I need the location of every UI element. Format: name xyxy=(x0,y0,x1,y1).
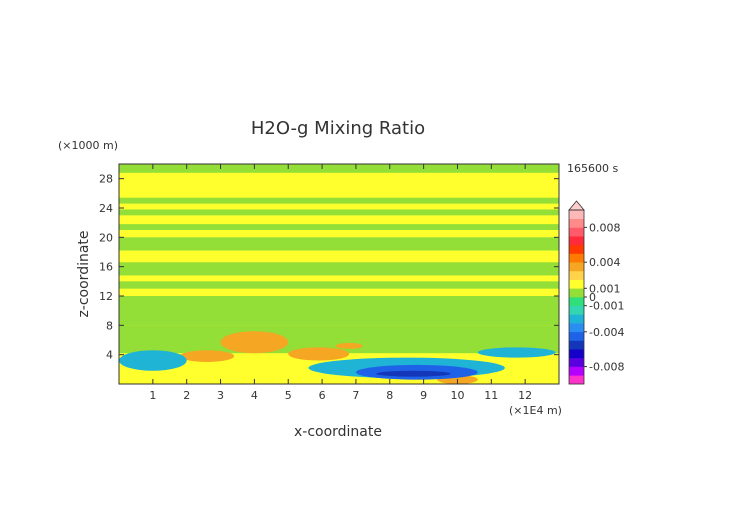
y-axis-label: z-coordinate xyxy=(76,230,92,317)
colorbar-swatch xyxy=(569,288,584,298)
x-tick-label: 3 xyxy=(217,389,224,402)
chart-title: H2O-g Mixing Ratio xyxy=(251,118,425,139)
colorbar-label: -0.004 xyxy=(589,326,624,339)
colorbar-swatch xyxy=(569,375,584,385)
y-tick-label: 8 xyxy=(106,319,113,332)
contour-band xyxy=(119,164,559,173)
colorbar-swatch xyxy=(569,349,584,359)
y-tick-label: 4 xyxy=(106,349,113,362)
y-tick-label: 12 xyxy=(99,290,113,303)
y-tick-label: 20 xyxy=(99,231,113,244)
x-tick-label: 11 xyxy=(484,389,498,402)
contour-region xyxy=(179,350,235,362)
x-axis-label: x-coordinate xyxy=(294,424,382,440)
contour-region xyxy=(220,331,289,354)
colorbar-swatch xyxy=(569,314,584,324)
contour-band xyxy=(119,197,559,204)
colorbar-label: 0 xyxy=(589,291,596,304)
y-tick-label: 28 xyxy=(99,173,113,186)
colorbar-swatch xyxy=(569,305,584,315)
x-tick-label: 10 xyxy=(450,389,464,402)
contour-band xyxy=(119,281,559,289)
contour-region xyxy=(288,347,350,361)
colorbar-swatch xyxy=(569,262,584,272)
colorbar-swatch xyxy=(569,331,584,341)
y-tick-label: 24 xyxy=(99,202,113,215)
colorbar-swatch xyxy=(569,218,584,228)
plot-border xyxy=(118,163,560,385)
contour-band xyxy=(119,209,559,216)
colorbar-swatch xyxy=(569,236,584,246)
colorbar-swatch xyxy=(569,297,584,306)
x-tick-label: 2 xyxy=(183,389,190,402)
contour-band xyxy=(119,224,559,230)
colorbar-swatch xyxy=(569,279,584,289)
contour-band xyxy=(119,325,559,354)
x-tick-label: 7 xyxy=(352,389,359,402)
y-unit-label: (×1000 m) xyxy=(58,139,118,152)
y-axis-ticks: 4 8 12 16 20 24 28 xyxy=(99,173,559,362)
x-tick-label: 8 xyxy=(386,389,393,402)
colorbar-swatch xyxy=(569,210,584,219)
colorbar-swatch xyxy=(569,323,584,333)
colorbar-swatch xyxy=(569,357,584,367)
contour-band xyxy=(119,296,559,326)
contour-region xyxy=(376,370,451,377)
colorbar-label: 0.008 xyxy=(589,221,621,234)
contour-band xyxy=(119,237,559,251)
x-axis-ticks: 1 2 3 4 5 6 7 8 9 10 11 12 xyxy=(149,164,532,402)
colorbar-label: 0.001 xyxy=(589,282,621,295)
colorbar-swatch xyxy=(569,366,584,376)
plot-frame xyxy=(118,163,560,385)
colorbar-swatch xyxy=(569,340,584,350)
contour-region xyxy=(119,350,187,371)
contour-field xyxy=(119,164,559,384)
colorbar-label: 0.004 xyxy=(589,256,621,269)
contour-band xyxy=(119,262,559,276)
colorbar-label: -0.008 xyxy=(589,361,624,374)
x-tick-label: 6 xyxy=(319,389,326,402)
colorbar-over-arrow xyxy=(568,200,585,211)
x-tick-label: 4 xyxy=(251,389,258,402)
contour-region xyxy=(335,342,363,349)
x-tick-label: 12 xyxy=(518,389,532,402)
contour-region xyxy=(477,347,556,358)
colorbar-swatch xyxy=(569,253,584,263)
x-tick-label: 5 xyxy=(285,389,292,402)
colorbar-swatch xyxy=(569,244,584,254)
y-tick-label: 16 xyxy=(99,261,113,274)
x-tick-label: 9 xyxy=(420,389,427,402)
colorbar-label: -0.001 xyxy=(589,300,624,313)
x-tick-label: 1 xyxy=(149,389,156,402)
x-unit-label: (×1E4 m) xyxy=(509,404,562,417)
colorbar-swatch xyxy=(569,270,584,280)
time-label: 165600 s xyxy=(567,162,618,175)
colorbar-swatch xyxy=(569,227,584,237)
